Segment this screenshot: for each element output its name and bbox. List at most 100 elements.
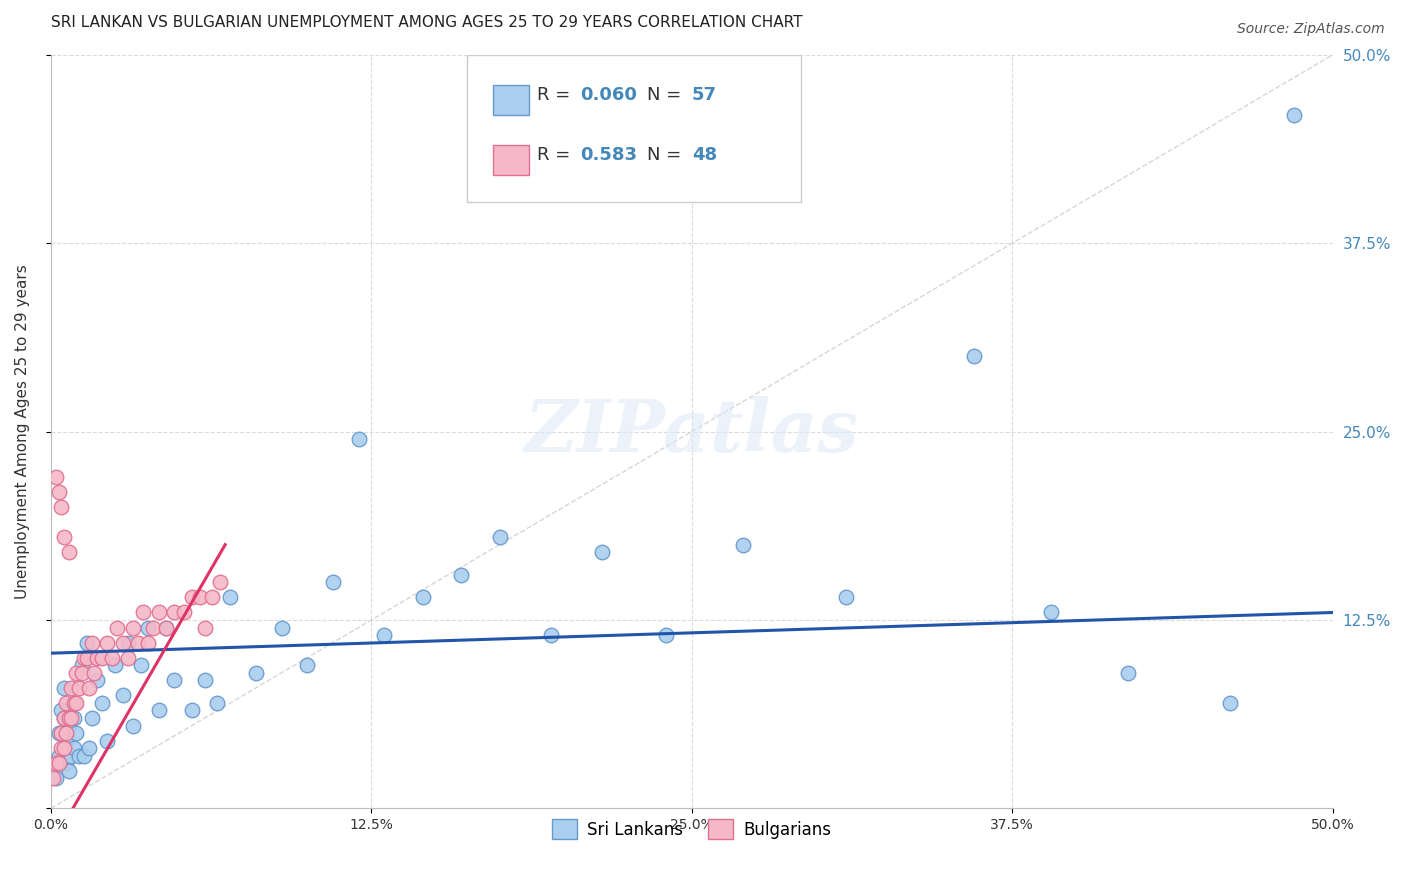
Point (117, 635, 139, 649)
Point (148, 703, 170, 717)
Point (48, 756, 70, 771)
Point (122, 718, 145, 732)
Text: ZIPatlas: ZIPatlas (524, 396, 859, 467)
Point (347, 432, 370, 446)
Point (60, 711, 83, 725)
Point (188, 591, 211, 605)
Point (52, 711, 75, 725)
Point (194, 673, 217, 688)
Point (201, 591, 224, 605)
Point (63, 741, 86, 756)
Point (48, 726, 70, 740)
Point (49, 500, 72, 514)
Point (70, 665, 93, 680)
Point (76, 635, 98, 649)
FancyBboxPatch shape (494, 145, 529, 176)
Point (63, 696, 86, 710)
Text: N =: N = (647, 86, 688, 103)
Point (101, 650, 124, 665)
Point (209, 575, 232, 590)
Point (63, 711, 86, 725)
Point (49, 726, 72, 740)
FancyBboxPatch shape (467, 54, 801, 202)
Legend: Sri Lankans, Bulgarians: Sri Lankans, Bulgarians (546, 813, 838, 846)
Point (60, 748, 83, 763)
Text: 0.060: 0.060 (581, 86, 637, 103)
Point (96, 635, 118, 649)
Point (45, 756, 67, 771)
Point (86, 650, 108, 665)
Point (42, 772, 65, 786)
Text: 0.583: 0.583 (581, 146, 637, 164)
Point (48, 484, 70, 499)
Point (52, 530, 75, 544)
Point (111, 689, 134, 703)
Point (65, 696, 87, 710)
Point (129, 658, 152, 673)
Point (540, 628, 562, 642)
Point (107, 621, 129, 635)
Point (1116, 665, 1139, 680)
Point (55, 696, 77, 710)
Point (65, 665, 87, 680)
Point (173, 606, 195, 620)
Point (155, 621, 177, 635)
Point (52, 741, 75, 756)
Point (373, 628, 395, 642)
Point (80, 635, 103, 649)
Point (55, 726, 77, 740)
Point (96, 733, 118, 747)
Point (194, 621, 217, 635)
Point (591, 545, 613, 559)
Point (73, 650, 96, 665)
Text: N =: N = (647, 146, 688, 164)
Point (104, 658, 127, 673)
Point (148, 606, 170, 620)
Point (79, 681, 101, 695)
Point (55, 756, 77, 771)
Point (655, 628, 678, 642)
Point (834, 591, 856, 605)
Point (180, 591, 202, 605)
Point (65, 726, 87, 740)
Point (73, 748, 96, 763)
Point (52, 681, 75, 695)
Point (1284, 108, 1306, 122)
Text: R =: R = (537, 86, 575, 103)
Point (60, 681, 83, 695)
Point (49, 756, 72, 771)
Point (322, 575, 344, 590)
Point (136, 635, 159, 649)
Point (58, 764, 80, 778)
Point (117, 650, 139, 665)
Point (270, 621, 292, 635)
Point (67, 681, 90, 695)
Point (297, 658, 319, 673)
Point (52, 711, 75, 725)
Point (180, 703, 202, 717)
Point (163, 606, 186, 620)
Point (83, 665, 105, 680)
Point (450, 567, 472, 582)
Point (45, 470, 67, 484)
Point (67, 748, 90, 763)
Point (79, 741, 101, 756)
Point (245, 665, 267, 680)
Point (127, 635, 149, 649)
Point (1039, 606, 1062, 620)
Text: Source: ZipAtlas.com: Source: ZipAtlas.com (1237, 22, 1385, 37)
Point (49, 741, 72, 756)
FancyBboxPatch shape (494, 85, 529, 115)
Point (48, 748, 70, 763)
Point (733, 538, 755, 552)
Point (122, 621, 145, 635)
Text: 48: 48 (692, 146, 717, 164)
Text: SRI LANKAN VS BULGARIAN UNEMPLOYMENT AMONG AGES 25 TO 29 YEARS CORRELATION CHART: SRI LANKAN VS BULGARIAN UNEMPLOYMENT AMO… (51, 15, 803, 30)
Point (136, 621, 159, 635)
Point (412, 591, 434, 605)
Point (111, 635, 134, 649)
Point (55, 733, 77, 747)
Point (49, 703, 72, 717)
Point (91, 650, 114, 665)
Point (76, 650, 98, 665)
